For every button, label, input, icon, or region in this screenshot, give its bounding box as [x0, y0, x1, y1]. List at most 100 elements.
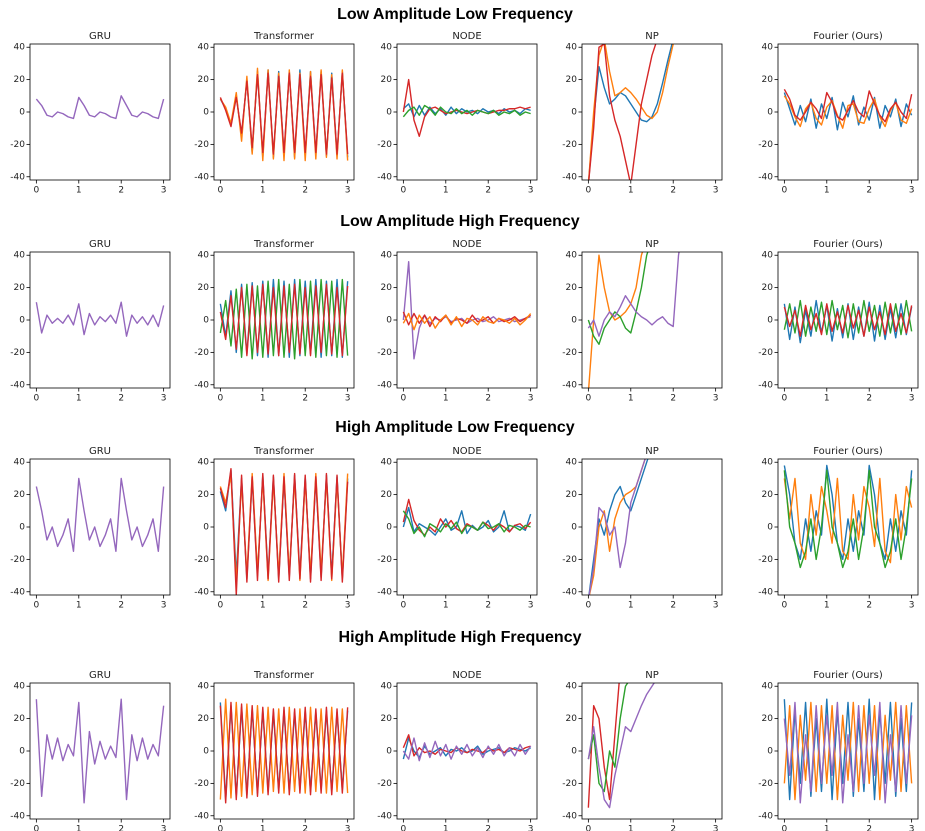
series-line — [587, 683, 629, 793]
plot-lines — [588, 459, 649, 595]
y-tick-label: 20 — [762, 490, 774, 500]
x-tick-label: 0 — [585, 394, 591, 404]
axes-frame — [29, 458, 171, 596]
row-title: High Amplitude Low Frequency — [335, 419, 575, 436]
plot-lines — [219, 468, 349, 595]
axes-frame — [213, 458, 355, 596]
x-tick-label: 2 — [302, 825, 308, 831]
series-line — [587, 683, 620, 808]
x-tick-label: 3 — [909, 394, 915, 404]
x-tick-label: 1 — [76, 186, 82, 196]
y-tick-label: -40 — [377, 811, 392, 821]
x-tick-label: 0 — [781, 394, 787, 404]
axes-frame — [581, 43, 723, 181]
plot-lines — [783, 88, 913, 131]
y-tick-label: 0 — [203, 316, 209, 326]
y-tick-label: 40 — [14, 458, 26, 468]
axes-frame — [777, 458, 919, 596]
y-tick-label: 0 — [19, 108, 25, 118]
y-tick-label: -20 — [377, 140, 392, 150]
plot-lines — [588, 44, 674, 180]
subplot: Fourier (Ours) -40 -20 0 20 40 0 1 2 3 — [758, 31, 919, 196]
x-tick-label: 3 — [713, 825, 719, 831]
x-tick-label: 2 — [118, 825, 124, 831]
y-tick-label: 0 — [767, 316, 773, 326]
plot-lines — [402, 498, 532, 538]
y-tick-label: 20 — [198, 75, 210, 85]
y-tick-label: 0 — [386, 523, 392, 533]
axes-frame — [213, 43, 355, 181]
x-tick-label: 1 — [824, 186, 830, 196]
x-tick-label: 2 — [866, 394, 872, 404]
subplot: GRU -40 -20 0 20 40 0 1 2 3 — [10, 239, 171, 404]
subplot-title: NODE — [452, 670, 481, 681]
y-tick-label: 20 — [14, 75, 26, 85]
y-tick-label: 20 — [762, 75, 774, 85]
series-line — [783, 299, 913, 339]
x-tick-label: 3 — [528, 825, 534, 831]
x-tick-label: 0 — [217, 186, 223, 196]
y-tick-label: 40 — [762, 458, 774, 468]
plot-lines — [219, 67, 349, 162]
plot-lines — [35, 477, 165, 552]
series-line — [402, 78, 531, 137]
x-tick-label: 2 — [670, 601, 676, 611]
x-tick-label: 2 — [302, 186, 308, 196]
x-tick-label: 1 — [628, 825, 634, 831]
series-line — [402, 261, 531, 360]
x-tick-label: 2 — [302, 601, 308, 611]
series-line — [588, 44, 673, 180]
y-tick-label: 40 — [566, 458, 578, 468]
subplot-title: Transformer — [253, 446, 315, 457]
y-tick-label: -40 — [562, 172, 577, 182]
y-tick-label: 40 — [14, 43, 26, 53]
y-tick-label: -20 — [10, 348, 25, 358]
y-tick-label: 20 — [14, 490, 26, 500]
series-line — [783, 701, 913, 801]
series-line — [219, 283, 349, 357]
x-tick-label: 1 — [628, 186, 634, 196]
y-tick-label: -20 — [758, 348, 773, 358]
axes-frame — [581, 458, 723, 596]
y-tick-label: 20 — [566, 75, 578, 85]
y-tick-label: -40 — [758, 380, 773, 390]
x-tick-label: 0 — [400, 186, 406, 196]
y-tick-label: 0 — [767, 523, 773, 533]
x-tick-label: 0 — [33, 601, 39, 611]
subplot-title: Fourier (Ours) — [813, 31, 883, 42]
x-tick-label: 0 — [33, 186, 39, 196]
series-line — [402, 104, 531, 118]
x-tick-label: 2 — [118, 601, 124, 611]
y-tick-label: 0 — [203, 108, 209, 118]
series-line — [35, 95, 165, 120]
subplot-title: NODE — [452, 31, 481, 42]
series-line — [219, 67, 349, 162]
subplot: NP -40 -20 0 20 40 0 1 2 3 — [562, 446, 723, 611]
subplot-title: NP — [645, 239, 659, 250]
plot-lines — [219, 278, 349, 360]
subplot: Transformer -40 -20 0 20 40 0 1 2 3 — [194, 670, 355, 831]
x-tick-label: 1 — [443, 394, 449, 404]
y-tick-label: 40 — [14, 251, 26, 261]
axes-frame — [29, 251, 171, 389]
series-line — [402, 103, 531, 118]
series-line — [783, 303, 913, 337]
subplot: NP -40 -20 0 20 40 0 1 2 3 — [562, 31, 723, 196]
subplot: Fourier (Ours) -40 -20 0 20 40 0 1 2 3 — [758, 239, 919, 404]
series-line — [783, 299, 913, 344]
series-line — [219, 278, 349, 358]
y-tick-label: 20 — [566, 283, 578, 293]
y-tick-label: -40 — [562, 587, 577, 597]
x-tick-label: 1 — [443, 186, 449, 196]
y-tick-label: -20 — [10, 140, 25, 150]
series-line — [783, 469, 913, 569]
axes-frame — [396, 682, 538, 820]
x-tick-label: 2 — [670, 394, 676, 404]
x-tick-label: 2 — [866, 825, 872, 831]
row-title: High Amplitude High Frequency — [339, 629, 582, 646]
x-tick-label: 1 — [260, 186, 266, 196]
y-tick-label: 20 — [14, 283, 26, 293]
y-tick-label: -40 — [194, 172, 209, 182]
x-tick-label: 1 — [443, 601, 449, 611]
